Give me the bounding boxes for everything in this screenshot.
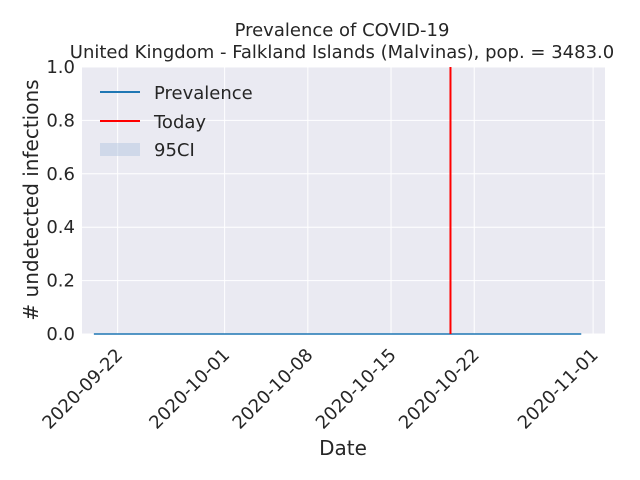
y-tick-label: 0.2 (46, 271, 75, 292)
legend-95ci-label: 95CI (154, 140, 195, 161)
y-tick-label: 0.6 (46, 164, 75, 185)
y-tick-labels: 0.0 0.2 0.4 0.6 0.8 1.0 (46, 57, 75, 345)
y-tick-label: 1.0 (46, 57, 75, 78)
legend-today-label: Today (153, 112, 206, 133)
y-tick-label: 0.4 (46, 217, 75, 238)
plot-area (82, 67, 605, 334)
legend-95ci-swatch (100, 143, 140, 156)
legend-prevalence-label: Prevalence (154, 83, 253, 104)
y-tick-label: 0.0 (46, 324, 75, 345)
y-tick-label: 0.8 (46, 110, 75, 131)
y-axis-label: # undetected infections (19, 79, 43, 320)
chart-subtitle: United Kingdom - Falkland Islands (Malvi… (70, 42, 614, 63)
chart-title: Prevalence of COVID-19 (235, 20, 450, 41)
x-axis-label: Date (319, 436, 367, 460)
plot-marks (93, 67, 582, 335)
legend: Prevalence Today 95CI (100, 83, 253, 161)
